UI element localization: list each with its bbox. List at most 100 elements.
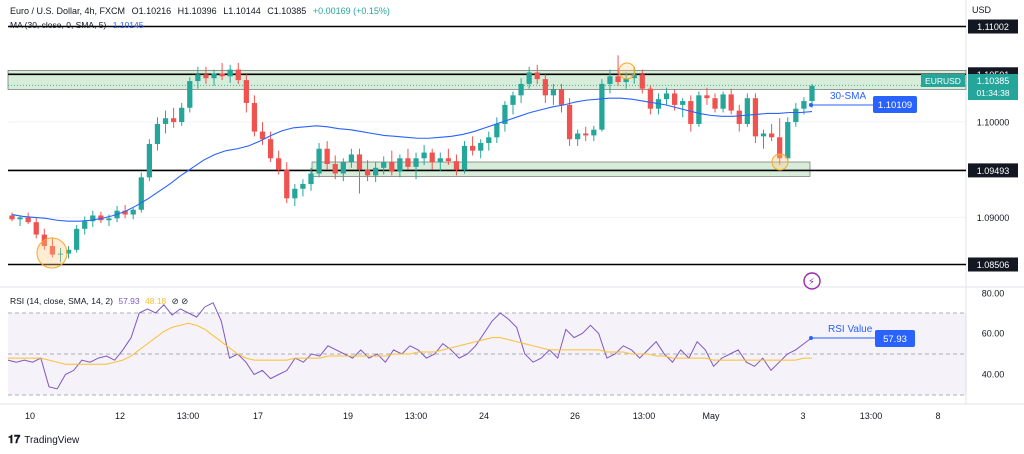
candle[interactable] — [267, 131, 274, 163]
candle[interactable] — [510, 91, 516, 115]
candle[interactable] — [251, 95, 258, 137]
candle[interactable] — [9, 212, 15, 222]
candle[interactable] — [421, 144, 427, 165]
candle[interactable] — [235, 62, 241, 84]
time-axis[interactable]: 10 12 13:00 17 19 13:00 24 26 13:00 May 3 13:00 8 — [25, 411, 941, 421]
candle[interactable] — [316, 143, 322, 178]
candle[interactable] — [98, 211, 104, 224]
candle[interactable] — [680, 98, 686, 118]
candle[interactable] — [728, 88, 734, 115]
price-axis[interactable]: 1.110021.105011.094931.085061.100001.090… — [921, 19, 1018, 380]
candle[interactable] — [461, 141, 468, 174]
candle[interactable] — [494, 117, 500, 144]
candle[interactable] — [381, 156, 387, 175]
candle[interactable] — [777, 118, 783, 165]
candle[interactable] — [591, 125, 597, 142]
candle[interactable] — [227, 64, 233, 83]
candle[interactable] — [575, 129, 581, 146]
candle[interactable] — [74, 225, 80, 253]
candle[interactable] — [663, 87, 670, 105]
candle[interactable] — [276, 150, 282, 175]
candle[interactable] — [478, 139, 484, 159]
candle[interactable] — [720, 91, 726, 113]
candle[interactable] — [801, 97, 807, 115]
candle[interactable] — [65, 246, 72, 259]
candle[interactable] — [162, 110, 169, 134]
candle[interactable] — [373, 162, 379, 183]
candle[interactable] — [639, 69, 645, 94]
candle[interactable] — [130, 207, 136, 220]
candle[interactable] — [688, 95, 694, 132]
candle[interactable] — [154, 117, 161, 151]
candle[interactable] — [599, 79, 605, 132]
candle[interactable] — [583, 126, 589, 142]
candle[interactable] — [647, 85, 654, 115]
candle[interactable] — [179, 102, 185, 126]
candle[interactable] — [82, 216, 88, 235]
candle[interactable] — [49, 237, 56, 258]
candle[interactable] — [292, 184, 298, 206]
candle[interactable] — [405, 148, 411, 170]
candle[interactable] — [696, 91, 702, 127]
candle[interactable] — [397, 154, 403, 178]
candle[interactable] — [542, 74, 548, 103]
candle[interactable] — [623, 72, 629, 89]
candle[interactable] — [170, 107, 177, 128]
candle[interactable] — [356, 148, 363, 194]
candle[interactable] — [413, 152, 419, 180]
candle[interactable] — [17, 215, 23, 226]
candle[interactable] — [736, 104, 742, 132]
candle[interactable] — [469, 136, 476, 156]
candle[interactable] — [615, 55, 621, 86]
candle[interactable] — [389, 150, 395, 176]
candle[interactable] — [211, 69, 217, 86]
visibility-eye-icon[interactable]: ⊘ — [171, 296, 179, 306]
candle[interactable] — [429, 148, 435, 170]
candle[interactable] — [704, 87, 710, 105]
candle[interactable] — [785, 117, 791, 163]
candle[interactable] — [486, 131, 492, 151]
candle[interactable] — [146, 139, 152, 182]
candle[interactable] — [364, 160, 371, 182]
candle[interactable] — [534, 64, 540, 84]
candle[interactable] — [348, 148, 355, 168]
candle[interactable] — [793, 102, 799, 127]
ma-legend[interactable]: MA (30, close, 0, SMA, 5) 1.10145 — [10, 20, 143, 30]
candle[interactable] — [453, 154, 460, 176]
candle[interactable] — [308, 167, 314, 191]
candle[interactable] — [203, 66, 209, 84]
candle[interactable] — [57, 247, 64, 263]
candle[interactable] — [437, 152, 443, 172]
candle[interactable] — [284, 162, 290, 204]
candle[interactable] — [526, 66, 532, 89]
candle[interactable] — [300, 179, 306, 197]
candle[interactable] — [518, 78, 524, 103]
candle[interactable] — [219, 62, 225, 81]
candle[interactable] — [138, 172, 144, 213]
candle[interactable] — [712, 93, 718, 113]
candle[interactable] — [760, 129, 767, 149]
candle[interactable] — [752, 93, 759, 144]
candle[interactable] — [340, 158, 346, 182]
candle[interactable] — [243, 74, 249, 113]
candle[interactable] — [90, 210, 96, 227]
candle[interactable] — [445, 148, 451, 165]
candle[interactable] — [558, 83, 565, 113]
candle[interactable] — [607, 69, 613, 94]
candle[interactable] — [33, 217, 39, 239]
candle[interactable] — [566, 98, 573, 146]
candle[interactable] — [744, 93, 750, 127]
rsi-legend[interactable]: RSI (14, close, SMA, 14, 2) 57.93 48.18 … — [10, 296, 188, 307]
candle[interactable] — [324, 141, 330, 170]
candle[interactable] — [187, 77, 193, 113]
candle[interactable] — [25, 212, 31, 225]
candle[interactable] — [768, 123, 775, 142]
candle[interactable] — [550, 83, 557, 105]
settings-gear-icon[interactable]: ⊘ — [181, 296, 189, 306]
candle[interactable] — [332, 155, 338, 180]
currency-label[interactable]: USD — [972, 5, 992, 15]
candle[interactable] — [195, 66, 201, 89]
horizontal-levels[interactable] — [8, 25, 966, 266]
symbol-title[interactable]: Euro / U.S. Dollar, 4h, FXCM — [10, 6, 126, 16]
